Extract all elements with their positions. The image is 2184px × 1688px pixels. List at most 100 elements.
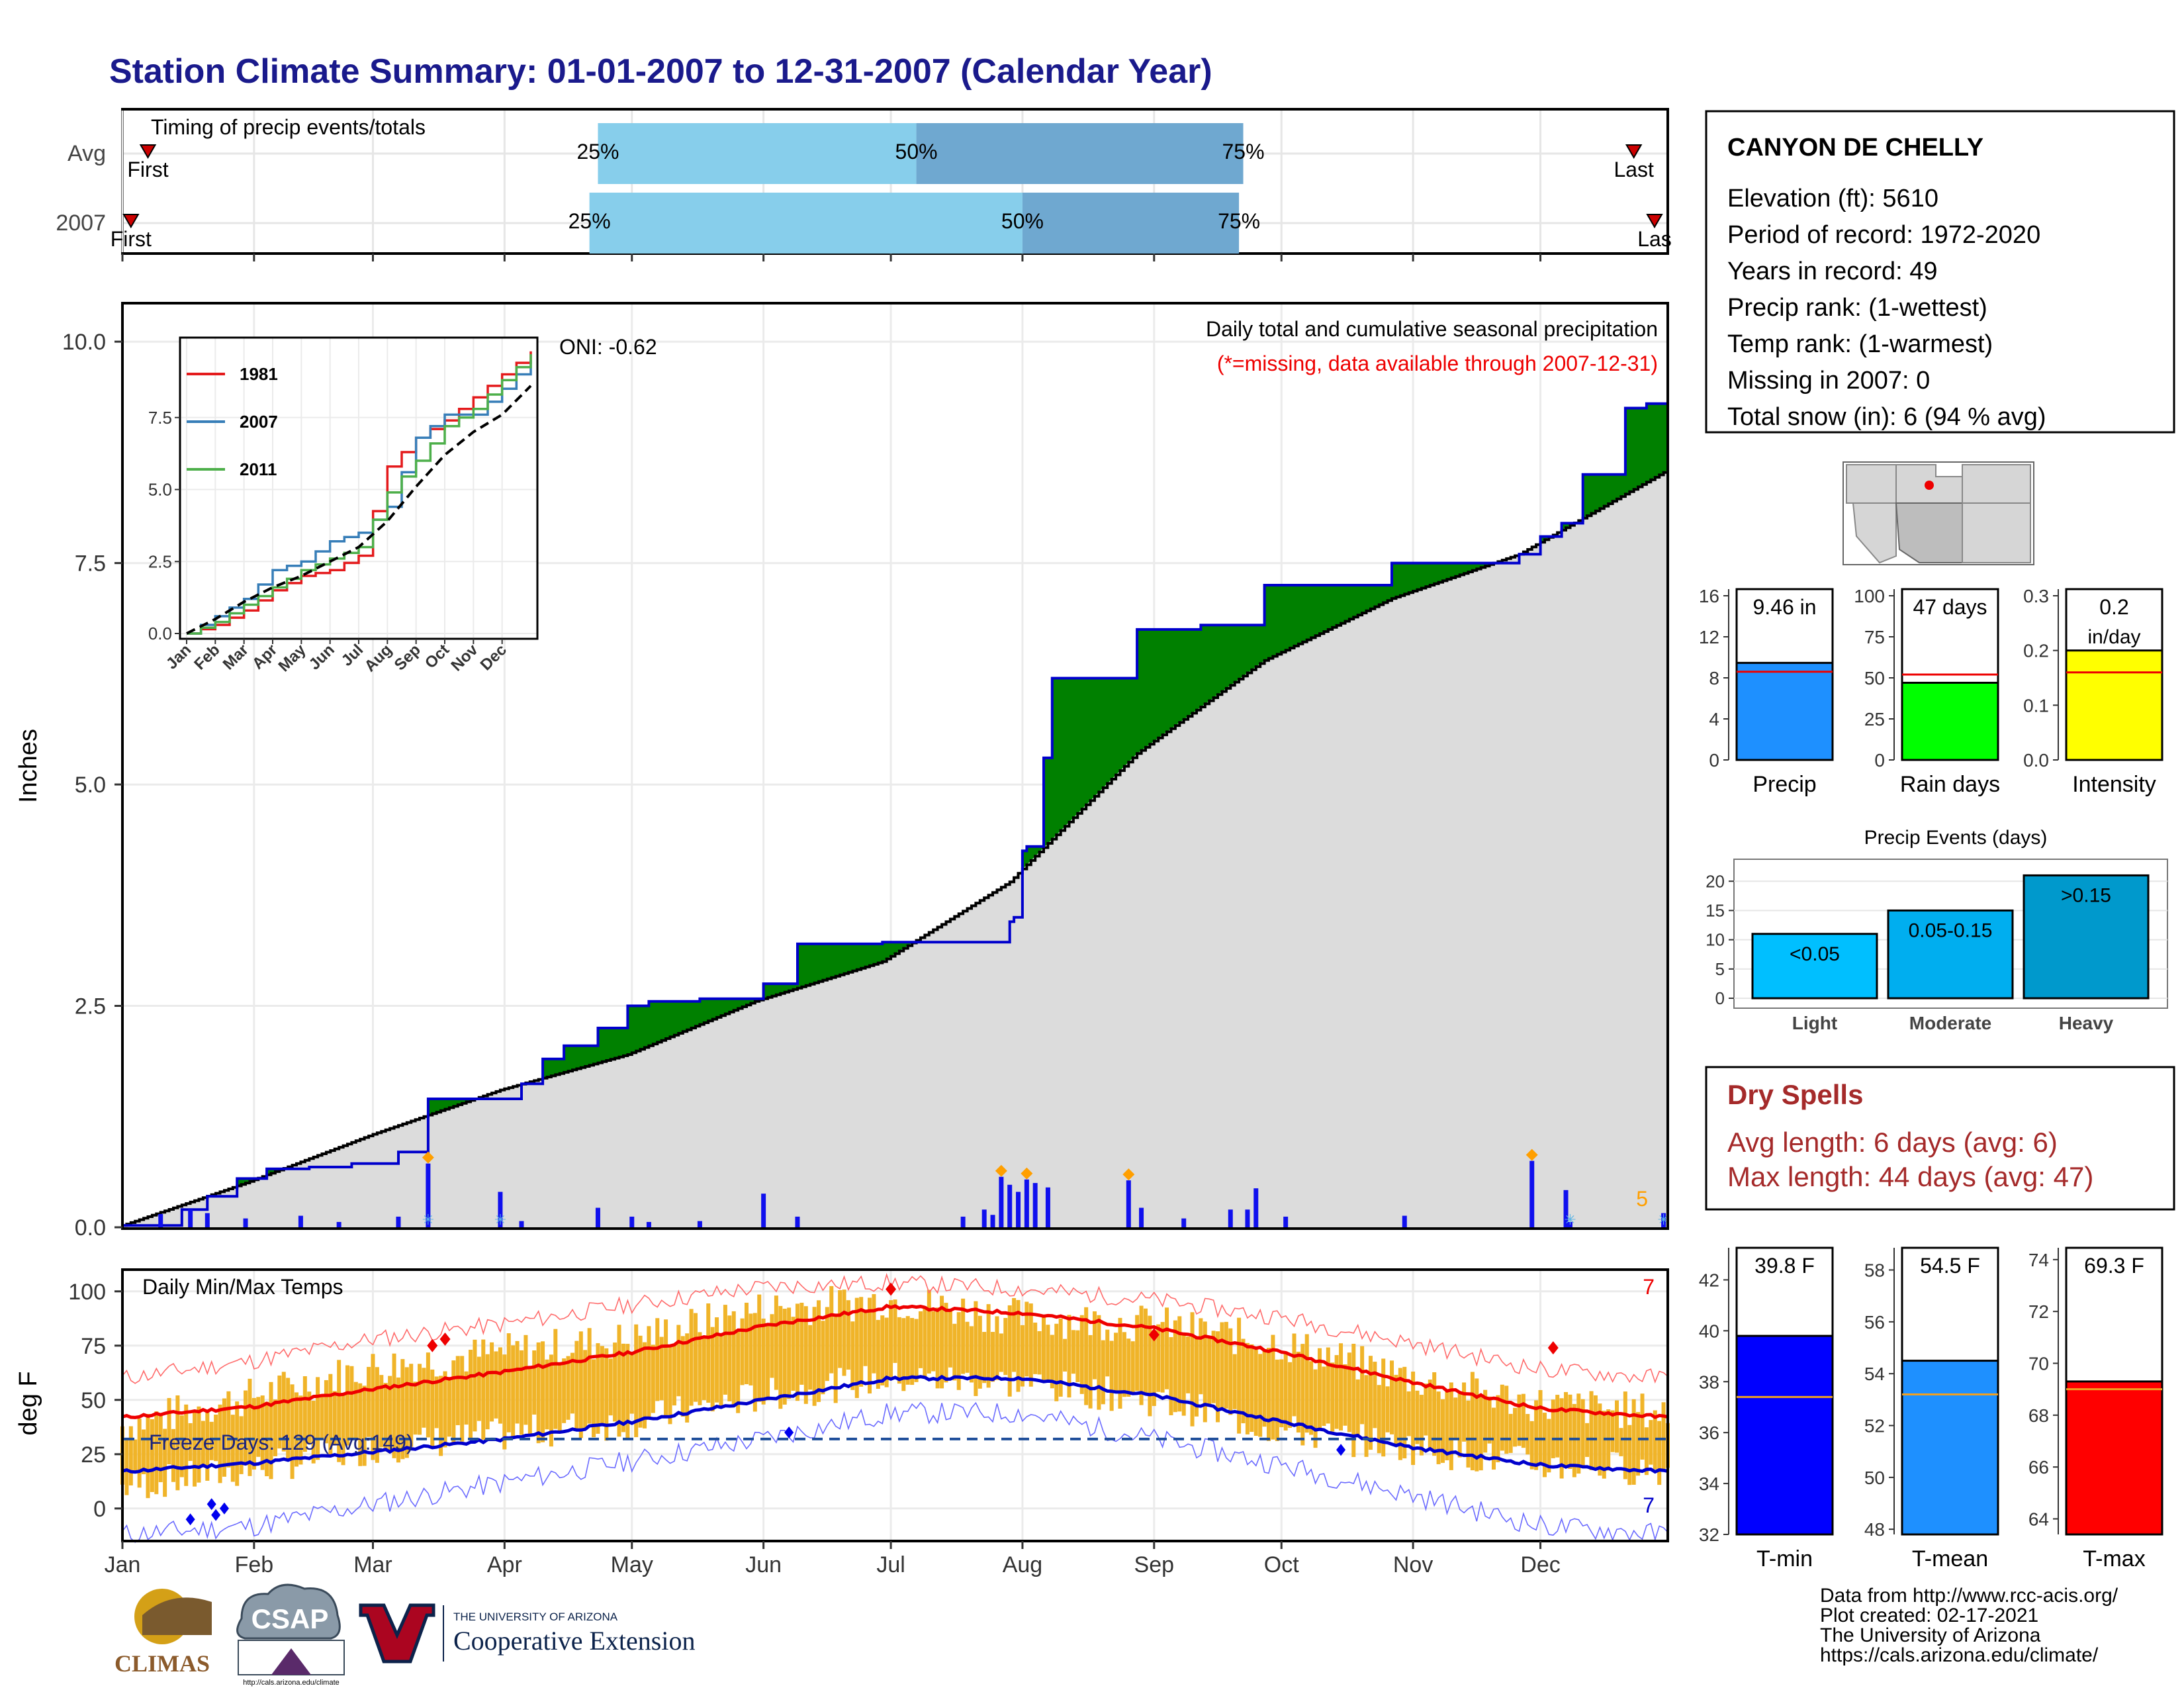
- summary-bars: 0 4 8 12 16 9.46 in Precip 0 25 50 75 100 47 days Rai…: [1699, 586, 2163, 797]
- bars_temp-bar-value: [2065, 1380, 2163, 1536]
- daily-temp-bar: [655, 1318, 660, 1401]
- daily-temp-bar: [1313, 1369, 1318, 1448]
- daily-temp-bar: [1615, 1400, 1619, 1453]
- avg-max-line: [122, 1303, 1668, 1419]
- precip-above-normal-fill: [457, 1099, 463, 1105]
- precip-above-normal-fill: [1196, 629, 1201, 710]
- precip-above-normal-fill: [844, 943, 849, 974]
- precip-above-normal-fill: [861, 943, 866, 968]
- precip-above-normal-fill: [907, 942, 913, 946]
- daily-temp-bar: [821, 1321, 825, 1395]
- events-bar: [2023, 874, 2150, 1000]
- precip-above-normal-fill: [564, 1045, 569, 1072]
- bars_temp-tick-label: 52: [1864, 1416, 1885, 1436]
- bars_temp-tick-label: 56: [1864, 1312, 1885, 1333]
- daily-temp-bar: [638, 1335, 643, 1428]
- daily-temp-bar: [1411, 1372, 1416, 1466]
- daily-temp-bar: [944, 1303, 948, 1383]
- daily-precip-bar: [298, 1215, 303, 1227]
- daily-temp-bar: [731, 1311, 736, 1406]
- precip-above-normal-fill: [1285, 585, 1291, 651]
- precip-above-normal-fill: [1604, 474, 1609, 506]
- daily-precip-bar: [205, 1213, 210, 1227]
- daily-temp-bar: [876, 1319, 880, 1389]
- bars_temp-tick-label: 54: [1864, 1364, 1885, 1384]
- daily-temp-bar: [1046, 1325, 1050, 1382]
- heavy-precip-marker-icon: [1525, 1149, 1538, 1161]
- precip-above-normal-fill: [1039, 846, 1044, 852]
- daily-temp-bar: [1143, 1308, 1148, 1393]
- precip-above-normal-fill: [1273, 585, 1278, 657]
- bars_top-tick-label: 0.3: [2023, 586, 2049, 606]
- temp-ytick-label: 25: [81, 1442, 106, 1468]
- month-label: Apr: [487, 1552, 522, 1577]
- daily-temp-bar: [490, 1342, 494, 1422]
- precip-above-normal-fill: [267, 1168, 272, 1175]
- daily-temp-bar: [1373, 1362, 1377, 1429]
- precip-above-normal-fill: [725, 998, 730, 1014]
- bars_top-tick-label: 0.1: [2023, 695, 2049, 716]
- record-high-marker-icon: [886, 1282, 897, 1296]
- daily-temp-bar: [549, 1354, 553, 1447]
- daily-temp-bar: [320, 1395, 324, 1440]
- events-bar-label: <0.05: [1790, 943, 1840, 965]
- daily-temp-bar: [1109, 1340, 1114, 1411]
- daily-temp-bar: [710, 1327, 715, 1412]
- daily-temp-bar: [1449, 1382, 1453, 1470]
- daily-temp-bar: [1245, 1342, 1250, 1434]
- daily-temp-bar: [443, 1371, 447, 1448]
- precip-above-normal-fill: [1477, 563, 1482, 569]
- dry-spells-frame: [1705, 1066, 2175, 1211]
- precip-above-normal-fill: [670, 1001, 675, 1037]
- precip-normal-line: [122, 470, 1669, 1227]
- daily-temp-bar: [302, 1376, 307, 1452]
- daily-temp-bar: [723, 1305, 727, 1395]
- daily-temp-bar: [1296, 1351, 1300, 1433]
- daily-temp-bar: [1351, 1344, 1356, 1458]
- daily-precip-bar: [1567, 1221, 1572, 1227]
- bars_top-tick-label: 0: [1709, 750, 1719, 771]
- bars_top-tick-label: 16: [1699, 586, 1719, 606]
- daily-temp-bar: [774, 1295, 778, 1390]
- precip-above-normal-fill: [585, 1045, 590, 1066]
- daily-temp-bar: [621, 1343, 625, 1432]
- inset-lines: [186, 351, 532, 635]
- station-line-5: Temp rank: (1-warmest): [1727, 330, 1993, 358]
- daily-temp-bar: [1042, 1315, 1046, 1383]
- daily-precip-bar: [396, 1216, 401, 1227]
- daily-precip-bar: [629, 1216, 635, 1227]
- daily-temp-bar: [1156, 1324, 1161, 1392]
- precip-above-normal-fill: [1370, 585, 1375, 609]
- temp-min-count: 7: [1643, 1493, 1655, 1517]
- bars_temp-axis-label: T-min: [1756, 1546, 1813, 1571]
- precip-above-normal-fill: [466, 1099, 471, 1102]
- timing-p75-label: 75%: [1218, 209, 1260, 233]
- precip-above-normal-fill: [801, 943, 807, 987]
- precip-above-normal-fill: [1336, 585, 1342, 626]
- first-event-marker-icon: [122, 214, 140, 228]
- daily-temp-bar: [1525, 1414, 1530, 1455]
- bars_temp-tick-label: 38: [1699, 1372, 1719, 1392]
- precip-above-normal-fill: [1060, 678, 1066, 831]
- bars_top-tick-label: 4: [1709, 709, 1719, 729]
- timing-row-2007-label: 2007: [56, 211, 106, 236]
- precip-above-normal-fill: [1065, 678, 1070, 827]
- daily-temp-bar: [1224, 1321, 1228, 1409]
- daily-temp-bar: [154, 1411, 159, 1495]
- daily-temp-bar: [553, 1329, 558, 1429]
- precip-above-normal-fill: [1464, 563, 1469, 574]
- precip-above-normal-fill: [1035, 846, 1040, 857]
- month-label: Jan: [105, 1552, 141, 1577]
- bars_top-value-label: 0.2: [2099, 595, 2128, 619]
- location-map: [1843, 461, 2034, 565]
- precip-above-normal-fill: [666, 1001, 671, 1039]
- precip-corner-count: 5: [1636, 1187, 1648, 1211]
- precip-above-normal-fill: [886, 942, 891, 959]
- daily-temp-bar: [1513, 1407, 1518, 1447]
- daily-temp-bar: [434, 1376, 439, 1429]
- precip-above-normal-fill: [751, 998, 756, 1004]
- daily-temp-bar: [1483, 1389, 1488, 1453]
- daily-temp-bar: [1075, 1330, 1080, 1382]
- precip-above-normal-fill: [1366, 585, 1371, 611]
- daily-temp-bar: [337, 1360, 341, 1462]
